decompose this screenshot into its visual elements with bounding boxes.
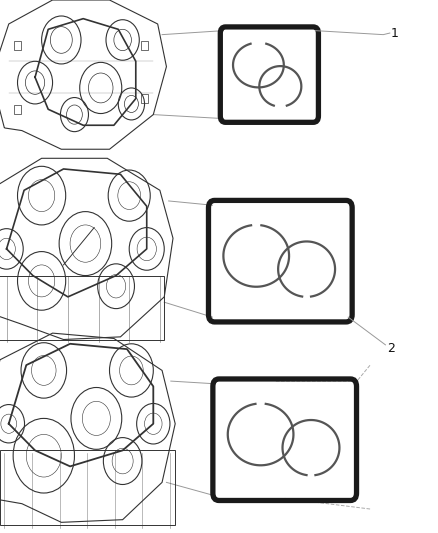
Bar	[14, 41, 21, 50]
Bar	[141, 41, 148, 50]
Bar	[0, 450, 175, 525]
Bar	[14, 105, 21, 114]
Text: 1: 1	[391, 27, 399, 39]
Bar	[0, 276, 164, 340]
Text: 2: 2	[387, 342, 395, 354]
Bar	[141, 94, 148, 103]
